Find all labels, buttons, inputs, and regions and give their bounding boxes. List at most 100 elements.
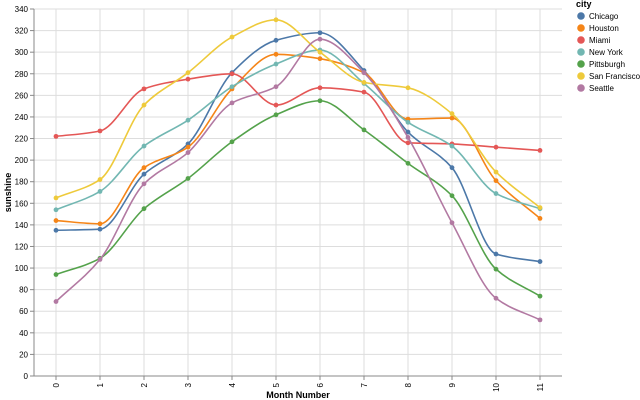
x-tick-label: 2 (140, 382, 149, 387)
data-point-pittsburgh (53, 272, 59, 277)
x-tick-label: 11 (536, 382, 545, 391)
data-point-miami (53, 133, 59, 139)
legend-symbol (577, 24, 585, 32)
legend-symbol (577, 12, 585, 20)
series-san-francisco (53, 17, 543, 211)
data-point-chicago (141, 171, 147, 177)
data-point-new-york (53, 207, 59, 213)
data-point-miami (141, 86, 147, 92)
y-tick-label: 220 (15, 135, 29, 144)
x-tick-label: 5 (272, 382, 281, 387)
x-tick-label: 9 (448, 382, 457, 387)
series-houston (53, 51, 543, 227)
y-tick-label: 200 (15, 156, 29, 165)
y-tick-label: 40 (19, 329, 28, 338)
y-tick-label: 180 (15, 178, 29, 187)
legend-symbol (577, 36, 585, 44)
axes: 0204060801001201401601802002202402602803… (15, 5, 562, 392)
grid (34, 8, 562, 377)
data-point-chicago (405, 129, 411, 135)
data-point-houston (493, 178, 499, 184)
data-point-chicago (317, 30, 323, 36)
data-point-pittsburgh (405, 160, 411, 166)
series-line-seattle (55, 38, 541, 321)
data-point-houston (97, 221, 103, 227)
legend-label: Seattle (589, 84, 614, 93)
legend-item-houston: Houston (577, 24, 619, 33)
data-point-new-york (449, 143, 455, 149)
data-point-houston (141, 165, 147, 171)
data-point-san-francisco (273, 17, 279, 23)
data-point-pittsburgh (141, 206, 147, 212)
data-point-seattle (53, 299, 59, 304)
y-tick-label: 160 (15, 199, 29, 208)
series-line-new-york (55, 49, 541, 211)
data-point-new-york (229, 84, 235, 90)
data-point-san-francisco (537, 205, 543, 211)
x-tick-label: 1 (96, 382, 105, 387)
legend-symbol (577, 48, 585, 56)
y-tick-label: 260 (15, 91, 29, 100)
data-point-pittsburgh (493, 266, 499, 272)
series-seattle (53, 36, 543, 323)
data-point-chicago (449, 165, 455, 171)
data-point-miami (273, 102, 279, 108)
data-point-seattle (405, 135, 411, 140)
data-point-san-francisco (97, 177, 103, 182)
data-point-new-york (97, 189, 103, 194)
legend: city Chicago Houston Miami New York Pittsbur… (576, 0, 640, 93)
data-point-miami (405, 140, 411, 146)
data-point-miami (185, 76, 191, 82)
data-point-miami (229, 71, 235, 77)
y-tick-label: 320 (15, 27, 29, 36)
data-point-san-francisco (361, 80, 367, 85)
data-point-san-francisco (317, 49, 323, 55)
legend-item-seattle: Seattle (577, 84, 614, 93)
data-point-san-francisco (185, 70, 191, 76)
data-point-san-francisco (405, 85, 411, 91)
data-point-miami (97, 128, 103, 134)
data-point-miami (317, 85, 323, 91)
legend-symbol (577, 72, 585, 80)
legend-item-san-francisco: San Francisco (577, 72, 640, 81)
data-point-san-francisco (493, 169, 499, 175)
data-point-pittsburgh (317, 98, 323, 104)
data-point-new-york (493, 191, 499, 196)
data-point-san-francisco (449, 111, 455, 117)
data-point-houston (537, 216, 543, 221)
y-tick-label: 280 (15, 70, 29, 79)
x-tick-label: 7 (360, 382, 369, 387)
series-group (53, 17, 543, 323)
legend-label: Chicago (589, 12, 619, 21)
series-miami (53, 71, 543, 153)
data-point-seattle (537, 317, 543, 323)
data-point-houston (53, 218, 59, 223)
data-point-chicago (273, 37, 279, 43)
y-tick-label: 120 (15, 242, 29, 251)
legend-item-pittsburgh: Pittsburgh (577, 60, 625, 69)
data-point-houston (185, 144, 191, 150)
data-point-seattle (449, 220, 455, 226)
legend-label: Pittsburgh (589, 60, 625, 69)
y-tick-label: 80 (19, 286, 28, 295)
data-point-miami (361, 89, 367, 95)
series-line-san-francisco (55, 18, 541, 209)
x-tick-label: 0 (52, 382, 61, 387)
data-point-chicago (53, 227, 59, 233)
legend-label: San Francisco (589, 72, 640, 81)
x-tick-label: 6 (316, 382, 325, 387)
data-point-pittsburgh (537, 293, 543, 299)
data-point-seattle (141, 181, 147, 187)
legend-symbol (577, 84, 585, 92)
y-tick-label: 340 (15, 5, 29, 14)
data-point-san-francisco (53, 195, 59, 201)
data-point-pittsburgh (229, 139, 235, 145)
y-tick-label: 0 (24, 372, 29, 381)
data-point-seattle (317, 36, 323, 42)
data-point-seattle (361, 70, 367, 76)
x-tick-label: 3 (184, 382, 193, 387)
legend-label: New York (589, 48, 624, 57)
series-line-pittsburgh (55, 99, 541, 297)
legend-label: Miami (589, 36, 611, 45)
